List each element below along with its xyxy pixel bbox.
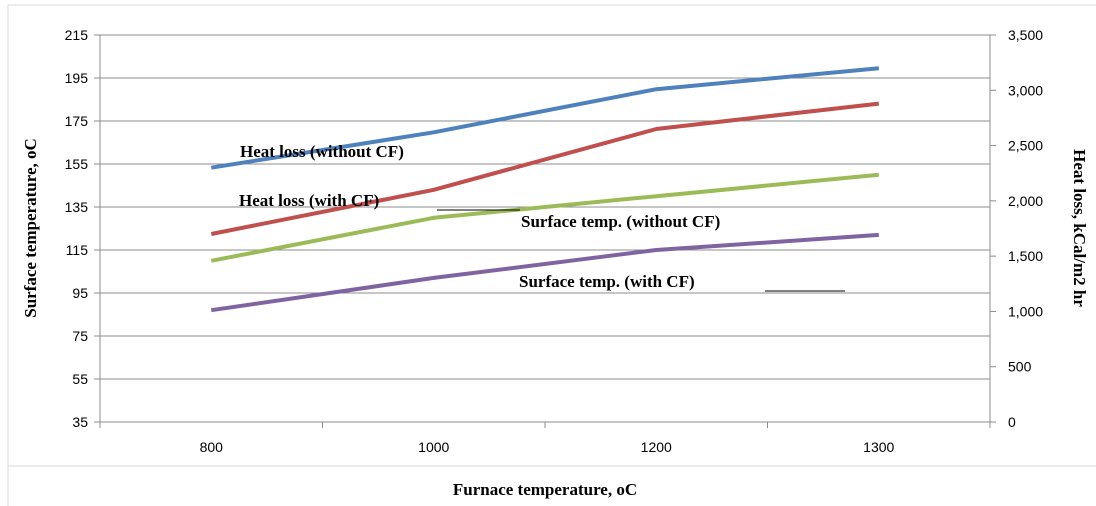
- x-tick-label: 1000: [418, 439, 449, 455]
- left-tick-label: 55: [72, 371, 88, 387]
- left-tick-label: 215: [65, 27, 89, 43]
- left-tick-label: 155: [65, 156, 89, 172]
- left-tick-label: 95: [72, 285, 88, 301]
- left-tick-label: 135: [65, 199, 89, 215]
- x-axis-ticks: 800 1000 1200 1300: [99, 422, 991, 455]
- series-label-heat-loss-without-cf: Heat loss (without CF): [240, 142, 404, 161]
- right-tick-label: 2,500: [1008, 138, 1043, 154]
- x-tick-label: 1200: [641, 439, 672, 455]
- right-tick-label: 1,000: [1008, 303, 1043, 319]
- series-lines: [210, 66, 880, 313]
- series-line-2: [210, 172, 879, 263]
- left-tick-label: 115: [66, 242, 89, 258]
- left-tick-label: 75: [72, 328, 88, 344]
- x-axis-title: Furnace temperature, oC: [453, 480, 637, 499]
- y-axis-title-right: Heat loss, kCal/m2 hr: [1070, 149, 1089, 307]
- left-axis-ticks: 215 195 175 155 135 115 95 75 55 35: [65, 27, 100, 430]
- series-line-3: [211, 232, 879, 313]
- left-tick-label: 175: [65, 113, 89, 129]
- right-tick-label: 0: [1008, 414, 1016, 430]
- left-tick-label: 35: [72, 414, 88, 430]
- right-tick-label: 2,000: [1008, 193, 1043, 209]
- right-tick-label: 3,000: [1008, 82, 1043, 98]
- y-axis-title-left: Surface temperature, oC: [21, 138, 40, 318]
- series-line-1: [210, 101, 880, 236]
- right-tick-label: 1,500: [1008, 248, 1043, 264]
- x-tick-label: 1300: [863, 439, 894, 455]
- series-line-0: [210, 66, 879, 170]
- left-tick-label: 195: [65, 70, 89, 86]
- right-tick-label: 500: [1008, 359, 1032, 375]
- series-label-surface-temp-with-cf: Surface temp. (with CF): [519, 272, 695, 291]
- series-label-surface-temp-without-cf: Surface temp. (without CF): [521, 212, 720, 231]
- x-tick-label: 800: [200, 439, 224, 455]
- right-axis-ticks: 3,500 3,000 2,500 2,000 1,500 1,000 500 0: [990, 27, 1043, 430]
- series-label-heat-loss-with-cf: Heat loss (with CF): [239, 191, 379, 210]
- right-tick-label: 3,500: [1008, 27, 1043, 43]
